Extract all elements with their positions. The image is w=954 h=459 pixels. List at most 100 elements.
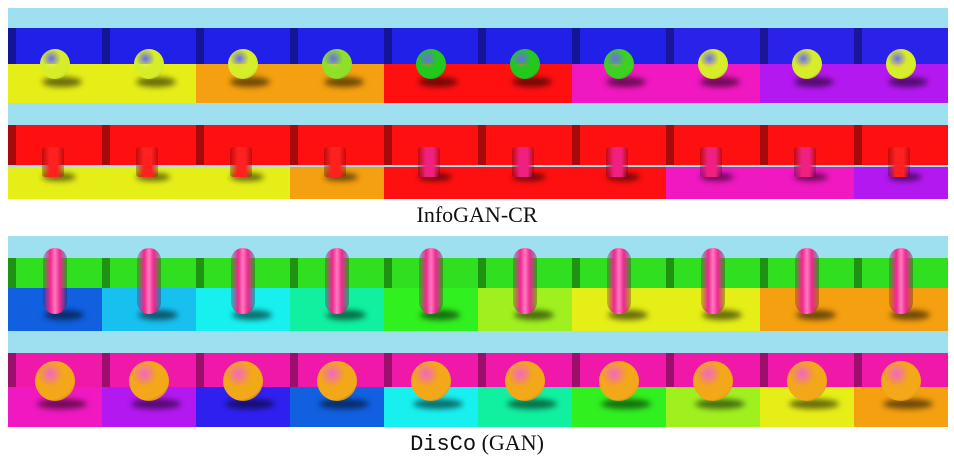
- wall-edge: [478, 28, 486, 64]
- image-tile: [572, 236, 666, 332]
- object-shadow: [324, 173, 358, 181]
- cylinder-object: [230, 147, 252, 177]
- caption-infogan-text: InfoGAN-CR: [416, 202, 538, 227]
- sphere-object: [416, 49, 446, 79]
- cylinder-object: [42, 147, 64, 177]
- image-tile: [290, 331, 384, 427]
- wall-edge: [478, 353, 486, 387]
- capsule-object: [137, 248, 161, 314]
- image-tile: [290, 8, 384, 104]
- wall-edge: [290, 258, 298, 288]
- caption-disco-rest: (GAN): [476, 430, 544, 455]
- wall-edge: [8, 28, 16, 64]
- wall-edge: [854, 258, 862, 288]
- sphere-object: [604, 49, 634, 79]
- image-tile: [572, 331, 666, 427]
- cylinder-object: [324, 147, 346, 177]
- object-shadow: [230, 77, 270, 87]
- cylinder-object: [418, 147, 440, 177]
- sphere-object: [693, 361, 733, 401]
- object-shadow: [136, 77, 176, 87]
- wall-edge: [196, 125, 204, 165]
- image-tile: [384, 103, 478, 199]
- sphere-object: [505, 361, 545, 401]
- object-shadow: [131, 399, 181, 409]
- object-shadow: [230, 173, 264, 181]
- object-shadow: [888, 173, 922, 181]
- object-shadow: [42, 173, 76, 181]
- object-shadow: [232, 310, 272, 320]
- object-shadow: [794, 173, 828, 181]
- image-tile: [290, 103, 384, 199]
- image-tile: [854, 236, 948, 332]
- wall-edge: [384, 125, 392, 165]
- object-shadow: [890, 310, 930, 320]
- image-tile: [666, 8, 760, 104]
- wall-edge: [572, 125, 580, 165]
- infogan-row-2: [8, 103, 954, 199]
- wall-edge: [760, 353, 768, 387]
- sphere-object: [223, 361, 263, 401]
- image-tile: [102, 331, 196, 427]
- capsule-object: [325, 248, 349, 314]
- object-shadow: [606, 173, 640, 181]
- wall-edge: [290, 353, 298, 387]
- capsule-object: [419, 248, 443, 314]
- wall-edge: [478, 258, 486, 288]
- sphere-object: [411, 361, 451, 401]
- wall-edge: [572, 28, 580, 64]
- wall-edge: [572, 353, 580, 387]
- wall-edge: [478, 125, 486, 165]
- object-shadow: [789, 399, 839, 409]
- object-shadow: [37, 399, 87, 409]
- wall-edge: [102, 28, 110, 64]
- image-tile: [572, 103, 666, 199]
- image-tile: [666, 103, 760, 199]
- image-tile: [666, 236, 760, 332]
- object-shadow: [794, 77, 834, 87]
- wall-edge: [384, 28, 392, 64]
- capsule-object: [513, 248, 537, 314]
- cylinder-object: [136, 147, 158, 177]
- object-shadow: [888, 77, 928, 87]
- wall-edge: [8, 353, 16, 387]
- sphere-object: [881, 361, 921, 401]
- image-tile: [854, 331, 948, 427]
- wall-edge: [572, 258, 580, 288]
- image-tile: [102, 236, 196, 332]
- object-shadow: [601, 399, 651, 409]
- object-shadow: [319, 399, 369, 409]
- cylinder-object: [888, 147, 910, 177]
- cylinder-object: [512, 147, 534, 177]
- sphere-object: [40, 49, 70, 79]
- object-shadow: [413, 399, 463, 409]
- wall-edge: [666, 28, 674, 64]
- wall-edge: [854, 353, 862, 387]
- wall-edge: [384, 258, 392, 288]
- object-shadow: [42, 77, 82, 87]
- sphere-object: [792, 49, 822, 79]
- object-shadow: [136, 173, 170, 181]
- object-shadow: [44, 310, 84, 320]
- image-tile: [854, 103, 948, 199]
- image-tile: [760, 103, 854, 199]
- object-shadow: [796, 310, 836, 320]
- wall-edge: [384, 353, 392, 387]
- wall-edge: [760, 258, 768, 288]
- object-shadow: [324, 77, 364, 87]
- sphere-object: [787, 361, 827, 401]
- object-shadow: [702, 310, 742, 320]
- sphere-object: [599, 361, 639, 401]
- sphere-object: [886, 49, 916, 79]
- caption-infogan-cr: InfoGAN-CR: [0, 202, 954, 228]
- wall-edge: [666, 353, 674, 387]
- wall-edge: [290, 28, 298, 64]
- image-tile: [290, 236, 384, 332]
- object-shadow: [418, 77, 458, 87]
- wall-edge: [8, 258, 16, 288]
- caption-disco-gan: DisCo (GAN): [0, 430, 954, 457]
- wall-edge: [102, 258, 110, 288]
- object-shadow: [606, 77, 646, 87]
- capsule-object: [795, 248, 819, 314]
- object-shadow: [512, 173, 546, 181]
